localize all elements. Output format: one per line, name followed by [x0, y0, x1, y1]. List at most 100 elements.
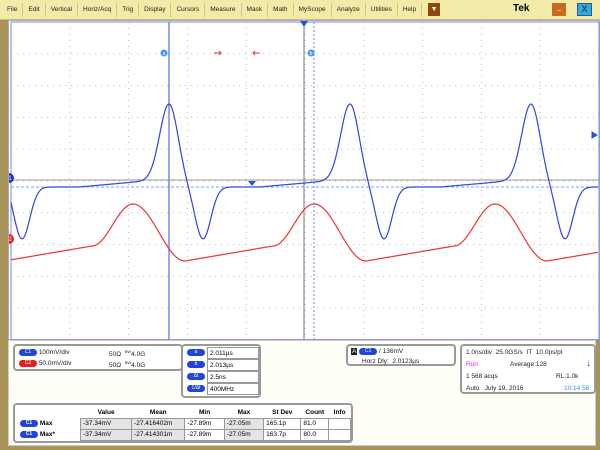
interp-mode: IT	[526, 349, 533, 356]
cursor-b-label: b	[310, 51, 313, 57]
cursor-a-badge: a	[187, 349, 205, 356]
readout-panel: C1 100mV/div 50Ω BW4.0G C2 50.0mV/div 50…	[8, 340, 596, 446]
info	[328, 417, 351, 430]
acquisition-readout[interactable]: 1.0ns/div 25.0GS/s IT 10.0ps/pt Run Aver…	[460, 344, 596, 394]
trigger-position-icon	[300, 21, 308, 27]
ch2-bw: 4.0G	[131, 362, 146, 370]
menu-edit[interactable]: Edit	[23, 2, 46, 17]
delta-t-badge: Δt	[187, 373, 205, 380]
ch1-badge: C1	[19, 349, 37, 356]
ch1-waveform	[10, 103, 598, 240]
menu-display[interactable]: Display	[139, 2, 172, 17]
info	[328, 428, 351, 441]
col-max: Max	[237, 408, 251, 416]
stdev: 163.7p	[263, 428, 302, 441]
ch1-bw: 4.0G	[131, 351, 146, 359]
run-state: Run	[466, 361, 478, 368]
mean: -27.414301m	[131, 428, 186, 441]
cursor-a-handle	[160, 49, 168, 57]
col-value: Value	[97, 408, 115, 416]
inv-delta-t-value: 400MHz	[207, 383, 259, 395]
value: -37.34mV	[80, 428, 133, 441]
time: 10:14:58	[564, 385, 590, 392]
date: July 19, 2016	[484, 385, 524, 392]
max: -27.05m	[223, 417, 265, 430]
red-arrow-right-icon	[214, 50, 222, 56]
delta-t-value: 2.5ns	[207, 371, 259, 383]
menu-vertical[interactable]: Vertical	[46, 2, 79, 17]
col-mean: Mean	[149, 408, 167, 416]
menu-cursors[interactable]: Cursors	[171, 2, 206, 17]
measurement-header: Value Mean Min Max St Dev Count Info	[17, 407, 351, 418]
brand-logo: Tek	[513, 3, 530, 14]
count: 80.0	[300, 428, 330, 441]
trigger-readout[interactable]: A C1 / 136mV Horz Dly: 2.0123µs	[346, 344, 456, 366]
menu-horiz-acq[interactable]: Horiz/Acq	[78, 2, 118, 17]
max: -27.05m	[223, 428, 265, 441]
col-source	[17, 407, 81, 418]
acq-count: 1 568 acqs	[466, 373, 498, 380]
ch2-bw-label: BW	[124, 360, 132, 365]
close-button[interactable]: X	[577, 3, 592, 16]
cursor-b-badge: b	[187, 361, 205, 368]
sample-rate: 25.0GS/s	[495, 349, 523, 356]
cursor-readout[interactable]: a 2.011µs b 2.013µs Δt 2.5ns 1/Δt 400MHz	[181, 344, 261, 398]
source-badge: C1	[20, 430, 38, 438]
menu-help[interactable]: Help	[398, 2, 423, 17]
menu-measure[interactable]: Measure	[205, 2, 242, 17]
measurement-table[interactable]: Value Mean Min Max St Dev Count Info C1 …	[13, 403, 353, 443]
average-count: Average:128	[510, 361, 547, 368]
channel-readout[interactable]: C1 100mV/div 50Ω BW4.0G C2 50.0mV/div 50…	[13, 344, 183, 371]
ch2-impedance: 50Ω	[109, 362, 122, 370]
value: -37.34mV	[80, 417, 133, 430]
inv-delta-t-badge: 1/Δt	[187, 385, 205, 392]
count: 81.0	[300, 417, 330, 430]
waveform-display[interactable]: a b 1 2	[4, 20, 600, 341]
menu-utilities[interactable]: Utilities	[366, 2, 398, 17]
col-min: Min	[199, 408, 211, 416]
col-info: Info	[333, 408, 346, 416]
resolution: 10.0ps/pt	[535, 349, 563, 356]
menu-bar: File Edit Vertical Horiz/Acq Trig Displa…	[0, 0, 600, 20]
stdev: 165.1p	[263, 417, 302, 430]
table-row[interactable]: C1 Max* -37.34mV -27.414301m -27.89m -27…	[17, 428, 351, 441]
record-length: RL:1.0k	[556, 373, 579, 380]
menu-mask[interactable]: Mask	[242, 2, 269, 17]
cursor-a-label: a	[163, 51, 166, 57]
col-stdev: St Dev	[272, 408, 293, 416]
dropdown-button[interactable]: ▼	[428, 3, 441, 16]
menu-analyze[interactable]: Analyze	[332, 2, 366, 17]
table-row[interactable]: C1 Max -37.34mV -27.416402m -27.89m -27.…	[17, 417, 351, 430]
ch1-bw-label: BW	[124, 349, 132, 354]
trigger-slope-icon: /	[378, 348, 381, 356]
cursor-b-value: 2.013µs	[207, 359, 259, 371]
minimize-button[interactable]: _	[552, 3, 566, 16]
trigger-auto: Auto	[466, 385, 480, 392]
col-count: Count	[305, 408, 325, 416]
min: -27.89m	[184, 428, 225, 441]
menu-myscope[interactable]: MyScope	[294, 2, 332, 17]
horz-delay-label: Horz Dly:	[362, 358, 389, 365]
ch2-marker-label: 2	[9, 237, 12, 243]
trigger-level: 136mV	[382, 348, 404, 356]
trigger-marker-icon	[248, 181, 256, 186]
cursor-a-value: 2.011µs	[207, 347, 259, 359]
ch1-impedance: 50Ω	[109, 351, 122, 359]
ch2-waveform	[10, 203, 599, 262]
menu-trig[interactable]: Trig	[117, 2, 140, 17]
red-arrow-left-icon	[252, 50, 260, 56]
min: -27.89m	[184, 417, 225, 430]
menu-math[interactable]: Math	[268, 2, 294, 17]
horz-delay-value: 2.0123µs	[392, 358, 420, 365]
ch2-badge: C2	[19, 360, 37, 367]
mean: -27.416402m	[131, 417, 186, 430]
menu-file[interactable]: File	[2, 2, 24, 17]
graticule: a b 1 2	[4, 21, 600, 341]
measurement-name: Max	[39, 420, 53, 428]
arrow-down-icon: ↓	[586, 358, 591, 369]
ch2-scale: 50.0mV/div	[38, 360, 72, 368]
cursor-b-handle	[307, 49, 315, 57]
trigger-source: C1	[359, 348, 378, 355]
timebase: 1.0ns/div	[466, 349, 493, 356]
ch1-marker-label: 1	[9, 176, 12, 182]
